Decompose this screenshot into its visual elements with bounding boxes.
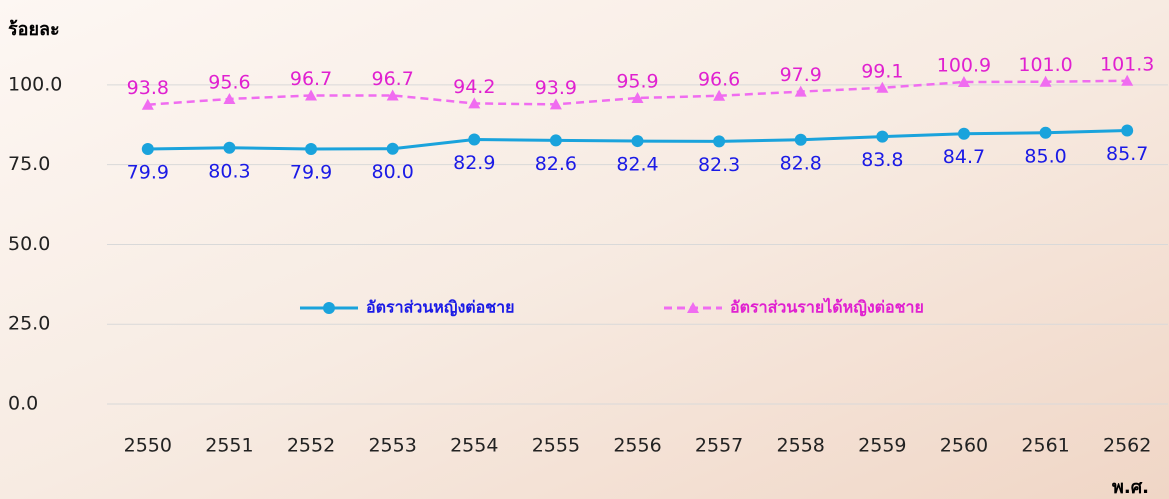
x-tick-label: 2554 <box>450 435 498 457</box>
value-label: 80.0 <box>371 161 413 183</box>
value-label: 93.8 <box>127 77 169 99</box>
y-tick-label: 75.0 <box>8 153 50 175</box>
value-label: 82.4 <box>616 154 658 176</box>
y-tick-label: 25.0 <box>8 313 50 335</box>
point-marker <box>387 143 399 155</box>
point-marker <box>876 131 888 143</box>
x-tick-label: 2562 <box>1103 435 1151 457</box>
value-label: 83.8 <box>861 149 903 171</box>
point-marker <box>305 143 317 155</box>
y-axis-label: ร้อยละ <box>8 19 60 40</box>
value-label: 80.3 <box>208 160 250 182</box>
value-label: 84.7 <box>943 146 985 168</box>
point-marker <box>142 143 154 155</box>
x-tick-label: 2559 <box>858 435 906 457</box>
point-marker <box>550 134 562 146</box>
x-tick-label: 2552 <box>287 435 335 457</box>
value-label: 82.9 <box>453 152 495 174</box>
point-marker <box>1121 125 1133 137</box>
value-label: 97.9 <box>780 64 822 86</box>
value-label: 100.9 <box>937 55 991 77</box>
x-tick-label: 2553 <box>368 435 416 457</box>
point-marker <box>795 134 807 146</box>
x-tick-label: 2550 <box>124 435 172 457</box>
value-label: 82.3 <box>698 154 740 176</box>
value-label: 95.6 <box>208 71 250 93</box>
x-tick-label: 2557 <box>695 435 743 457</box>
value-label: 82.8 <box>780 152 822 174</box>
x-tick-label: 2556 <box>613 435 661 457</box>
value-label: 96.7 <box>290 68 332 90</box>
legend-marker <box>323 302 335 314</box>
point-marker <box>632 135 644 147</box>
value-label: 95.9 <box>616 70 658 92</box>
value-label: 85.0 <box>1024 145 1066 167</box>
value-label: 94.2 <box>453 76 495 98</box>
point-marker <box>713 135 725 147</box>
point-marker <box>958 128 970 140</box>
value-label: 85.7 <box>1106 143 1148 165</box>
background <box>0 0 1169 499</box>
y-tick-label: 50.0 <box>8 233 50 255</box>
value-label: 96.7 <box>371 68 413 90</box>
legend-label: อัตราส่วนรายได้หญิงต่อชาย <box>730 298 924 318</box>
y-tick-label: 100.0 <box>8 73 62 95</box>
x-tick-label: 2555 <box>532 435 580 457</box>
value-label: 79.9 <box>290 162 332 184</box>
y-tick-label: 0.0 <box>8 393 38 415</box>
point-marker <box>1040 127 1052 139</box>
x-tick-label: 2561 <box>1021 435 1069 457</box>
x-tick-label: 2560 <box>940 435 988 457</box>
x-tick-label: 2551 <box>205 435 253 457</box>
page: {"chart_data": {"type": "line", "y_label… <box>0 0 1169 499</box>
value-label: 99.1 <box>861 60 903 82</box>
value-label: 82.6 <box>535 153 577 175</box>
value-label: 93.9 <box>535 77 577 99</box>
chart: ร้อยละ พ.ศ. 0.0 25.0 50.0 75.0 100.0 2550 2551… <box>0 0 1169 499</box>
value-label: 79.9 <box>127 162 169 184</box>
x-axis-label: พ.ศ. <box>1112 477 1149 498</box>
value-label: 96.6 <box>698 68 740 90</box>
value-label: 101.0 <box>1018 54 1072 76</box>
point-marker <box>223 142 235 154</box>
value-label: 101.3 <box>1100 53 1154 75</box>
legend-label: อัตราส่วนหญิงต่อชาย <box>366 298 514 318</box>
x-tick-label: 2558 <box>777 435 825 457</box>
point-marker <box>468 133 480 145</box>
